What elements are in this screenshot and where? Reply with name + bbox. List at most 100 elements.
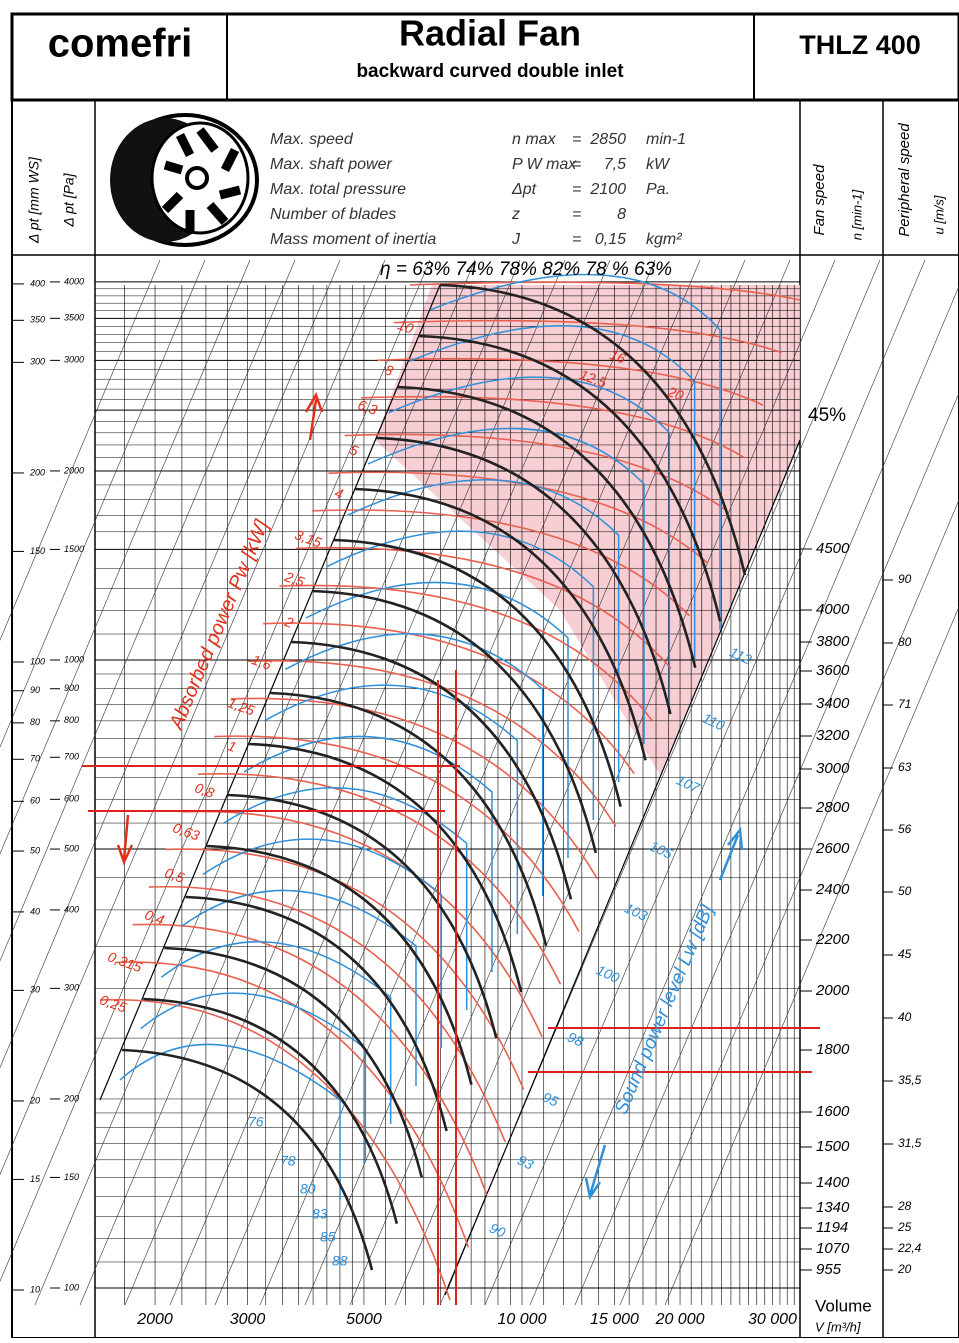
axis-unit: V [m³/h] bbox=[815, 1319, 861, 1334]
spec-cell: kW bbox=[646, 156, 671, 173]
tick-label: 4000 bbox=[64, 276, 84, 286]
tick-label: 3400 bbox=[816, 695, 850, 712]
tick-label: 1000 bbox=[64, 654, 84, 664]
spec-cell: Mass moment of inertia bbox=[270, 231, 436, 248]
tick-label: 35,5 bbox=[898, 1073, 922, 1087]
tick-label: 1070 bbox=[816, 1240, 850, 1257]
tick-label: 600 bbox=[64, 794, 79, 804]
axis-title: Δ pt [mm WS] bbox=[26, 156, 42, 244]
tick-label: 400 bbox=[30, 278, 45, 288]
tick-label: 350 bbox=[30, 315, 45, 325]
tick-label: 800 bbox=[64, 715, 79, 725]
sound-label: 76 bbox=[248, 1114, 264, 1130]
tick-label: 56 bbox=[898, 822, 912, 836]
tick-label: 2000 bbox=[136, 1311, 173, 1328]
tick-label: 3500 bbox=[64, 313, 84, 323]
spec-cell: Max. speed bbox=[270, 131, 354, 148]
tick-label: 50 bbox=[898, 884, 912, 898]
spec-cell: 8 bbox=[617, 206, 626, 223]
tick-label: 30 000 bbox=[748, 1311, 797, 1328]
tick-label: 1194 bbox=[816, 1219, 848, 1236]
title: Radial Fan bbox=[399, 13, 581, 54]
spec-cell: 2100 bbox=[589, 181, 626, 198]
brand: comefri bbox=[48, 22, 193, 66]
tick-label: 60 bbox=[30, 796, 40, 806]
tick-label: 1400 bbox=[816, 1174, 850, 1191]
tick-label: 150 bbox=[64, 1172, 79, 1182]
tick-label: 2800 bbox=[815, 799, 850, 816]
tick-label: 2600 bbox=[815, 840, 850, 857]
tick-label: 50 bbox=[30, 845, 40, 855]
tick-label: 955 bbox=[816, 1261, 842, 1278]
tick-label: 4000 bbox=[816, 601, 850, 618]
spec-cell: Max. shaft power bbox=[270, 156, 393, 173]
tick-label: 45 bbox=[898, 947, 912, 961]
tick-label: 700 bbox=[64, 752, 79, 762]
spec-cell: = bbox=[572, 181, 581, 198]
sound-label: 85 bbox=[320, 1229, 336, 1245]
spec-cell: = bbox=[572, 131, 581, 148]
tick-label: 1800 bbox=[816, 1041, 850, 1058]
axis-title: Fan speed bbox=[811, 164, 828, 236]
spec-cell: J bbox=[511, 231, 521, 248]
tick-label: 15 000 bbox=[590, 1311, 639, 1328]
sound-label: 80 bbox=[300, 1181, 316, 1197]
page: {"header":{"brand":"comefri","title":"Ra… bbox=[0, 0, 959, 1343]
axis-unit: u [m/s] bbox=[931, 195, 946, 234]
axis-title: Δ pt [Pa] bbox=[61, 172, 77, 227]
spec-cell: 0,15 bbox=[595, 231, 626, 248]
tick-label: 1500 bbox=[816, 1138, 850, 1155]
model: THLZ 400 bbox=[799, 30, 921, 60]
tick-label: 200 bbox=[29, 467, 45, 477]
tick-label: 80 bbox=[30, 717, 40, 727]
tick-label: 90 bbox=[898, 572, 912, 586]
tick-label: 4500 bbox=[816, 540, 850, 557]
tick-label: 25 bbox=[897, 1220, 912, 1234]
tick-label: 70 bbox=[30, 754, 40, 764]
tick-label: 28 bbox=[897, 1199, 912, 1213]
tick-label: 80 bbox=[898, 635, 912, 649]
tick-label: 300 bbox=[64, 983, 79, 993]
tick-label: 1600 bbox=[816, 1103, 850, 1120]
spec-cell: = bbox=[572, 206, 581, 223]
tick-label: 500 bbox=[64, 843, 79, 853]
tick-label: 100 bbox=[30, 656, 45, 666]
tick-label: 3000 bbox=[64, 355, 84, 365]
tick-label: 5000 bbox=[346, 1311, 382, 1328]
tick-label: 90 bbox=[30, 685, 40, 695]
tick-label: 2000 bbox=[815, 982, 850, 999]
tick-label: 150 bbox=[30, 546, 45, 556]
tick-label: 100 bbox=[64, 1282, 79, 1292]
spec-cell: Max. total pressure bbox=[270, 181, 406, 198]
spec-cell: z bbox=[511, 206, 520, 223]
tick-label: 71 bbox=[898, 697, 911, 711]
tick-label: 400 bbox=[64, 904, 79, 914]
tick-label: 63 bbox=[898, 760, 912, 774]
spec-cell: min-1 bbox=[646, 131, 686, 148]
tick-label: 1500 bbox=[64, 544, 84, 554]
axis-unit: n [min-1] bbox=[849, 189, 864, 240]
spec-cell: kgm² bbox=[646, 231, 682, 248]
tick-label: 3000 bbox=[816, 760, 850, 777]
tick-label: 3600 bbox=[816, 662, 850, 679]
axis-title: Volume bbox=[815, 1296, 872, 1315]
tick-label: 20 bbox=[897, 1262, 912, 1276]
tick-label: 40 bbox=[30, 906, 40, 916]
tick-label: 3200 bbox=[816, 727, 850, 744]
tick-label: 20 000 bbox=[655, 1311, 705, 1328]
tick-label: 31,5 bbox=[898, 1136, 922, 1150]
sound-label: 88 bbox=[332, 1253, 348, 1269]
datasheet: comefri Radial Fan backward curved doubl… bbox=[0, 0, 959, 1338]
efficiency-row: η = 63% 74% 78% 82% 78 % 63% bbox=[380, 259, 672, 280]
tick-label: 10 bbox=[30, 1284, 40, 1294]
spec-cell: 2850 bbox=[589, 131, 626, 148]
spec-cell: Number of blades bbox=[270, 206, 396, 223]
tick-label: 40 bbox=[898, 1010, 912, 1024]
efficiency-label: 45% bbox=[808, 405, 846, 426]
tick-label: 22,4 bbox=[897, 1241, 922, 1255]
spec-cell: n max bbox=[512, 131, 557, 148]
tick-label: 2200 bbox=[815, 931, 850, 948]
tick-label: 2400 bbox=[815, 881, 850, 898]
spec-cell: P W max bbox=[512, 156, 577, 173]
spec-cell: 7,5 bbox=[604, 156, 626, 173]
